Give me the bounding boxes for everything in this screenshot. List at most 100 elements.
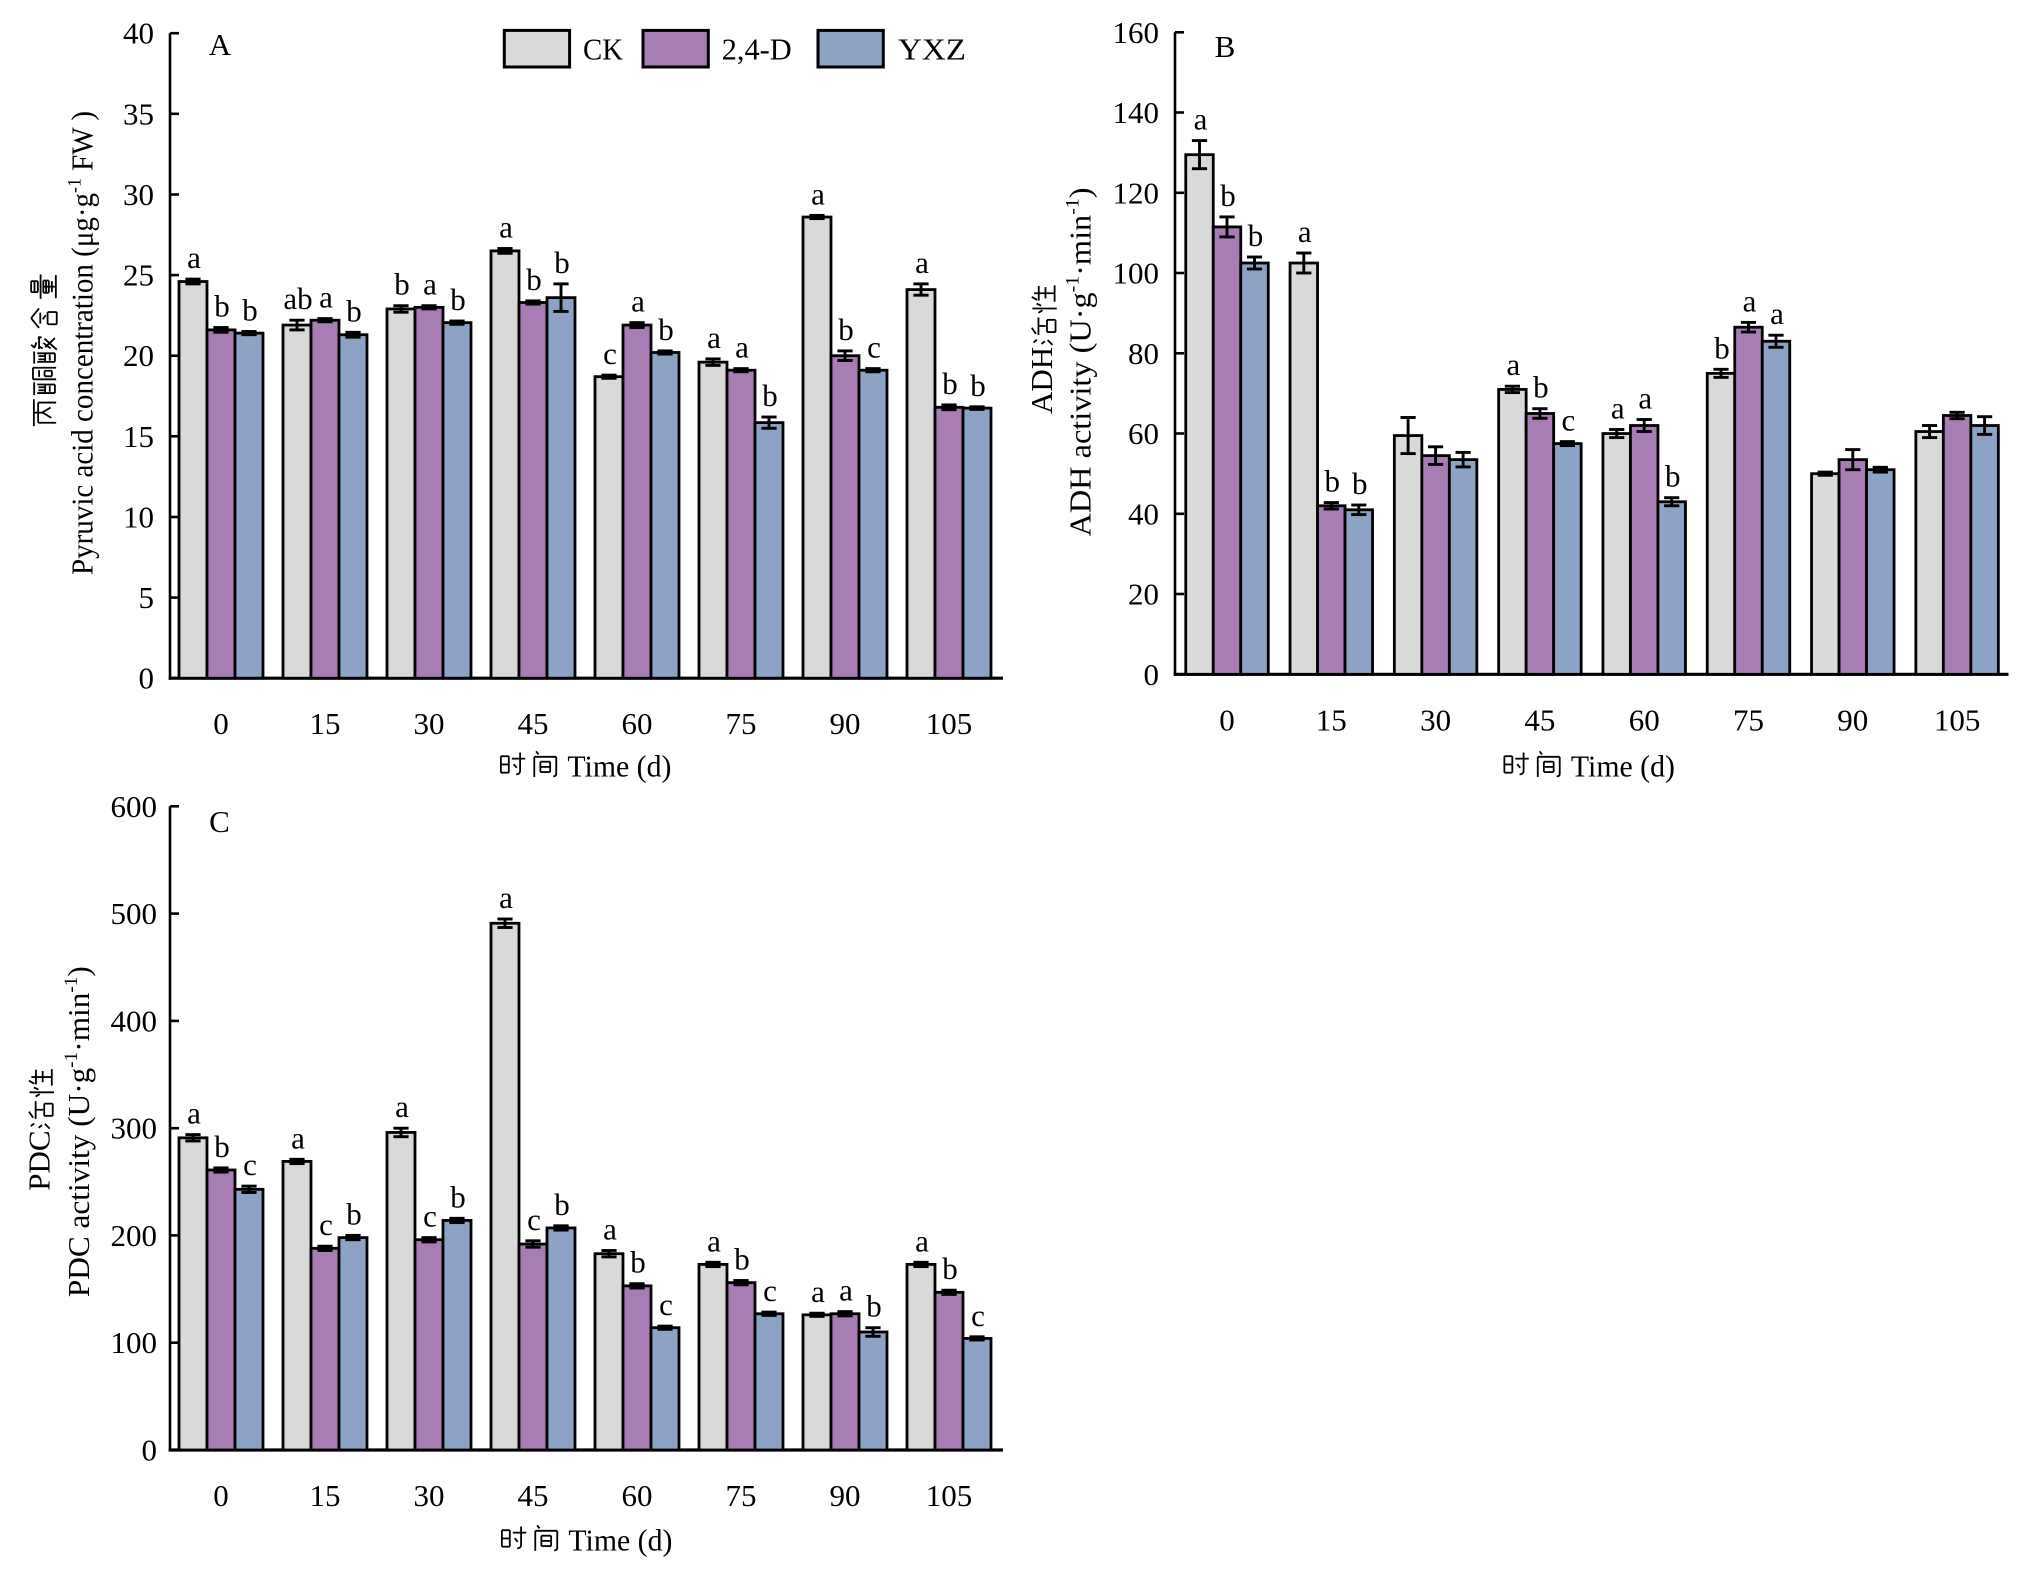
svg-text:105: 105 — [1934, 702, 1981, 737]
svg-text:300: 300 — [111, 1111, 158, 1146]
svg-text:b: b — [1248, 218, 1264, 253]
svg-text:0: 0 — [1219, 702, 1235, 737]
svg-text:c: c — [867, 330, 881, 365]
svg-text:45: 45 — [518, 706, 549, 741]
svg-text:a: a — [1507, 347, 1521, 382]
svg-text:a: a — [839, 1273, 853, 1308]
svg-text:b: b — [394, 267, 410, 302]
svg-text:b: b — [1665, 459, 1681, 494]
svg-text:a: a — [291, 1120, 305, 1155]
svg-text:b: b — [214, 1129, 230, 1164]
svg-text:25: 25 — [123, 258, 154, 293]
svg-text:600: 600 — [111, 789, 158, 824]
svg-text:5: 5 — [139, 580, 155, 615]
svg-text:a: a — [707, 1223, 721, 1258]
svg-text:b: b — [1220, 178, 1236, 213]
svg-text:90: 90 — [1837, 702, 1868, 737]
svg-text:60: 60 — [622, 1478, 653, 1513]
svg-text:30: 30 — [123, 177, 154, 212]
svg-text:60: 60 — [1128, 416, 1159, 451]
svg-text:a: a — [631, 284, 645, 319]
svg-text:90: 90 — [830, 1478, 861, 1513]
svg-text:60: 60 — [622, 706, 653, 741]
svg-text:a: a — [1194, 102, 1208, 137]
svg-text:0: 0 — [1144, 657, 1160, 692]
svg-text:b: b — [1352, 466, 1368, 501]
svg-text:100: 100 — [111, 1325, 158, 1360]
svg-text:b: b — [346, 1196, 362, 1231]
svg-text:c: c — [603, 336, 617, 371]
svg-text:0: 0 — [213, 706, 229, 741]
svg-text:ADH activity (U·g-1·min-1): ADH activity (U·g-1·min-1) — [1063, 188, 1098, 537]
svg-text:2,4-D: 2,4-D — [722, 32, 792, 67]
svg-text:C: C — [209, 804, 230, 839]
svg-text:0: 0 — [213, 1478, 229, 1513]
svg-text:60: 60 — [1629, 702, 1660, 737]
svg-text:b: b — [762, 378, 778, 413]
svg-text:a: a — [499, 210, 513, 245]
svg-text:a: a — [1770, 296, 1784, 331]
svg-text:c: c — [423, 1199, 437, 1234]
svg-text:45: 45 — [518, 1478, 549, 1513]
svg-text:b: b — [734, 1242, 750, 1277]
svg-text:a: a — [811, 176, 825, 211]
svg-text:40: 40 — [1128, 496, 1159, 531]
svg-text:a: a — [319, 280, 333, 315]
svg-text:105: 105 — [926, 706, 973, 741]
svg-text:c: c — [1562, 403, 1576, 438]
svg-text:a: a — [395, 1089, 409, 1124]
svg-text:b: b — [1325, 464, 1341, 499]
svg-text:b: b — [214, 289, 230, 324]
svg-text:500: 500 — [111, 896, 158, 931]
svg-text:15: 15 — [310, 706, 341, 741]
svg-text:a: a — [1638, 381, 1652, 416]
svg-text:PDC: PDC — [22, 1130, 57, 1190]
svg-text:PDC activity (U·g-1·min-1): PDC activity (U·g-1·min-1) — [61, 966, 96, 1297]
svg-text:15: 15 — [123, 419, 154, 454]
svg-text:a: a — [915, 245, 929, 280]
svg-text:b: b — [1714, 330, 1730, 365]
svg-text:400: 400 — [111, 1003, 158, 1038]
svg-text:100: 100 — [1113, 256, 1160, 291]
svg-text:ab: ab — [283, 281, 312, 316]
svg-text:b: b — [866, 1289, 882, 1324]
svg-text:a: a — [187, 240, 201, 275]
svg-text:b: b — [658, 312, 674, 347]
svg-text:a: a — [423, 267, 437, 302]
svg-text:b: b — [242, 293, 258, 328]
svg-text:a: a — [707, 320, 721, 355]
svg-text:105: 105 — [926, 1478, 973, 1513]
svg-text:a: a — [1743, 283, 1757, 318]
svg-text:b: b — [630, 1245, 646, 1280]
svg-text:b: b — [450, 282, 466, 317]
svg-text:0: 0 — [139, 661, 155, 696]
svg-text:a: a — [187, 1096, 201, 1131]
svg-text:20: 20 — [1128, 577, 1159, 612]
svg-text:30: 30 — [414, 1478, 445, 1513]
svg-text:CK: CK — [583, 32, 624, 67]
svg-text:Time (d): Time (d) — [567, 749, 671, 784]
svg-text:Time (d): Time (d) — [568, 1523, 672, 1558]
svg-text:B: B — [1215, 29, 1236, 64]
svg-text:15: 15 — [1316, 702, 1347, 737]
svg-text:a: a — [1611, 391, 1625, 426]
svg-text:b: b — [942, 1251, 958, 1286]
svg-text:b: b — [970, 368, 986, 403]
svg-text:75: 75 — [726, 1478, 757, 1513]
svg-text:b: b — [838, 312, 854, 347]
svg-text:c: c — [971, 1298, 985, 1333]
svg-text:a: a — [499, 880, 513, 915]
svg-text:200: 200 — [111, 1218, 158, 1253]
svg-text:20: 20 — [123, 338, 154, 373]
svg-text:a: a — [735, 330, 749, 365]
svg-text:b: b — [450, 1179, 466, 1214]
svg-text:a: a — [915, 1223, 929, 1258]
svg-text:a: a — [1298, 214, 1312, 249]
svg-text:75: 75 — [1733, 702, 1764, 737]
svg-text:a: a — [811, 1274, 825, 1309]
svg-text:b: b — [554, 245, 570, 280]
svg-text:45: 45 — [1524, 702, 1555, 737]
svg-text:a: a — [603, 1212, 617, 1247]
svg-text:b: b — [526, 262, 542, 297]
svg-text:A: A — [209, 27, 232, 62]
